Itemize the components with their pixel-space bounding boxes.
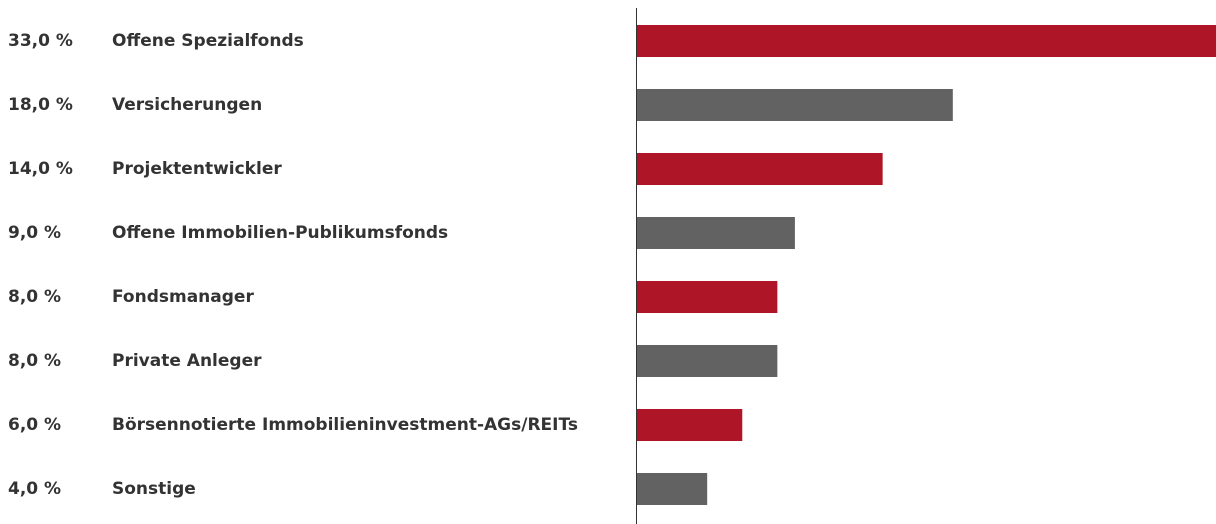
bar [637, 153, 883, 185]
bar [637, 281, 778, 313]
bar [637, 89, 953, 121]
category-label: Projektentwickler [112, 159, 282, 179]
value-label: 18,0 % [8, 95, 73, 115]
bar [637, 409, 743, 441]
value-label: 9,0 % [8, 223, 61, 243]
category-label: Börsennotierte Immobilieninvestment-AGs/… [112, 415, 578, 435]
bar [637, 25, 1216, 57]
category-label: Versicherungen [112, 95, 262, 115]
bar [637, 345, 778, 377]
value-label: 8,0 % [8, 351, 61, 371]
value-label: 4,0 % [8, 479, 61, 499]
category-label: Private Anleger [112, 351, 262, 371]
value-label: 6,0 % [8, 415, 61, 435]
value-label: 8,0 % [8, 287, 61, 307]
bar [637, 217, 795, 249]
category-label: Offene Immobilien-Publikumsfonds [112, 223, 448, 243]
category-label: Fondsmanager [112, 287, 254, 307]
category-label: Offene Spezialfonds [112, 31, 304, 51]
bar [637, 473, 708, 505]
value-label: 14,0 % [8, 159, 73, 179]
value-label: 33,0 % [8, 31, 73, 51]
category-label: Sonstige [112, 479, 196, 499]
